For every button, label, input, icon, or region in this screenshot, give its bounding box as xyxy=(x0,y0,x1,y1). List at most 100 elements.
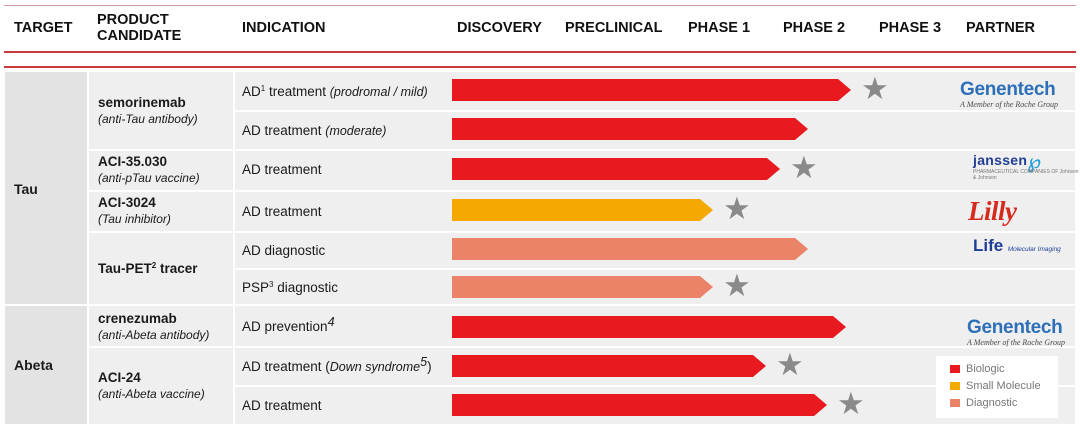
footnote-sup: 4 xyxy=(327,315,335,329)
legend: Biologic Small Molecule Diagnostic xyxy=(936,356,1058,418)
milestone-star-icon: ★ xyxy=(776,347,804,382)
ind-rest: treatment xyxy=(265,84,330,99)
ind-italic: Down syndrome xyxy=(329,360,421,374)
indication-row-2: AD treatment (moderate) xyxy=(242,123,386,138)
milestone-star-icon: ★ xyxy=(837,386,865,421)
product-name: ACI-35.030 xyxy=(98,154,168,169)
header-phase1: PHASE 1 xyxy=(688,20,751,36)
product-name: Tau-PET2 tracer xyxy=(98,261,197,277)
row-divider xyxy=(89,190,1076,192)
genentech-logo: Genentech xyxy=(960,79,1056,100)
genentech-logo: Genentech xyxy=(967,317,1063,338)
ind-tail: ) xyxy=(427,359,432,374)
header-partner: PARTNER xyxy=(966,20,1036,36)
product-subtitle: (Tau inhibitor) xyxy=(98,212,171,226)
legend-swatch xyxy=(950,365,960,373)
genentech-tagline: A Member of the Roche Group xyxy=(967,338,1065,347)
group-divider xyxy=(5,304,1076,306)
pipeline-bar xyxy=(452,118,808,140)
indication-row-6: PSP3 diagnostic xyxy=(242,280,338,295)
footnote-sup: 3 xyxy=(269,280,274,289)
pipeline-bar xyxy=(452,355,766,377)
product-subtitle: (anti-Abeta vaccine) xyxy=(98,387,205,401)
product-aci-35-030: ACI-35.030 (anti-pTau vaccine) xyxy=(98,154,200,186)
ind-main: AD treatment xyxy=(242,123,326,138)
footnote-sup: 2 xyxy=(151,261,157,270)
product-subtitle: (anti-Abeta antibody) xyxy=(98,328,210,342)
partner-lilly: Lilly xyxy=(968,196,1017,226)
ind-main: AD diagnostic xyxy=(242,243,326,258)
header-product: PRODUCT CANDIDATE xyxy=(97,12,181,44)
ind-italic: (moderate) xyxy=(325,124,387,138)
ind-main: AD prevention xyxy=(242,319,328,334)
target-label-tau: Tau xyxy=(14,181,38,197)
life-logo: Life xyxy=(973,236,1004,255)
indication-row-9: AD treatment xyxy=(242,398,322,413)
product-column xyxy=(89,72,233,424)
header-indication: INDICATION xyxy=(242,20,326,36)
header-phase2: PHASE 2 xyxy=(783,20,846,36)
product-name: ACI-24 xyxy=(98,370,141,385)
janssen-tagline: PHARMACEUTICAL COMPANIES OF Johnson & Jo… xyxy=(973,169,1079,181)
product-name-suffix: tracer xyxy=(156,261,198,276)
lilly-logo: Lilly xyxy=(968,196,1017,226)
product-aci-24: ACI-24 (anti-Abeta vaccine) xyxy=(98,370,205,402)
partner-genentech-2: Genentech A Member of the Roche Group xyxy=(967,317,1065,348)
product-name: semorinemab xyxy=(98,95,186,110)
product-semorinemab: semorinemab (anti-Tau antibody) xyxy=(98,95,198,127)
indication-row-3: AD treatment xyxy=(242,162,322,177)
target-cell-tau xyxy=(5,72,87,304)
product-subtitle: (anti-Tau antibody) xyxy=(98,112,198,126)
indication-row-5: AD diagnostic xyxy=(242,243,325,258)
target-label-abeta: Abeta xyxy=(14,357,53,373)
row-divider xyxy=(89,231,1076,233)
header-rule xyxy=(4,51,1076,53)
pipeline-bar xyxy=(452,199,713,221)
ind-main: AD treatment xyxy=(242,398,322,413)
ind-main: AD treatment xyxy=(242,162,322,177)
ind-main: AD treatment ( xyxy=(242,359,330,374)
footnote-sup: 5 xyxy=(420,355,428,369)
product-aci-3024: ACI-3024 (Tau inhibitor) xyxy=(98,195,171,227)
row-divider xyxy=(89,346,1076,348)
legend-swatch xyxy=(950,382,960,390)
indication-row-4: AD treatment xyxy=(242,204,322,219)
legend-label: Biologic xyxy=(966,363,1005,375)
footnote-sup: 1 xyxy=(260,84,266,93)
table-top-rule xyxy=(4,66,1076,68)
header-phase3: PHASE 3 xyxy=(879,20,942,36)
pipeline-bar xyxy=(452,394,827,416)
legend-label: Small Molecule xyxy=(966,380,1041,392)
header-product-line2: CANDIDATE xyxy=(97,28,182,44)
product-name: crenezumab xyxy=(98,311,177,326)
pipeline-bar xyxy=(452,316,846,338)
header-discovery: DISCOVERY xyxy=(457,20,542,36)
ind-italic: (prodromal / mild) xyxy=(329,85,428,99)
ind-main: PSP xyxy=(242,280,270,295)
product-name: ACI-3024 xyxy=(98,195,156,210)
genentech-tagline: A Member of the Roche Group xyxy=(960,100,1058,109)
indication-row-8: AD treatment (Down syndrome5) xyxy=(242,356,432,374)
legend-swatch xyxy=(950,399,960,407)
ind-main: AD xyxy=(242,84,261,99)
ind-main: AD treatment xyxy=(242,204,322,219)
partner-genentech-1: Genentech A Member of the Roche Group xyxy=(960,79,1058,110)
legend-label: Diagnostic xyxy=(966,397,1018,409)
row-divider xyxy=(235,268,1076,270)
header-preclinical: PRECLINICAL xyxy=(565,20,663,36)
product-name-main: Tau-PET xyxy=(98,261,152,276)
ind-rest: diagnostic xyxy=(273,280,339,295)
row-divider xyxy=(235,385,1076,387)
header-target: TARGET xyxy=(14,20,73,36)
product-subtitle: (anti-pTau vaccine) xyxy=(98,171,200,185)
product-crenezumab: crenezumab (anti-Abeta antibody) xyxy=(98,311,209,343)
milestone-star-icon: ★ xyxy=(723,191,751,226)
milestone-star-icon: ★ xyxy=(790,150,818,185)
indication-row-1: AD1 treatment (prodromal / mild) xyxy=(242,84,428,99)
janssen-name: janssen xyxy=(973,152,1028,168)
indication-row-7: AD prevention4 xyxy=(242,316,335,334)
product-tau-pet-tracer: Tau-PET2 tracer xyxy=(98,261,197,277)
life-tagline: Molecular Imaging xyxy=(1007,246,1061,253)
pipeline-bar xyxy=(452,158,780,180)
milestone-star-icon: ★ xyxy=(723,268,751,303)
